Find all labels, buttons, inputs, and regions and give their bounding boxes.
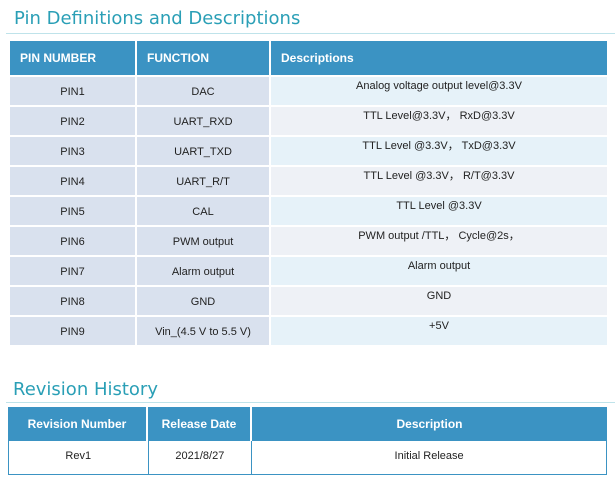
revision-section-divider (6, 402, 615, 403)
pin-cell: PIN4 (10, 167, 137, 195)
header-description: Description (396, 417, 463, 431)
pin-cell: PIN7 (10, 257, 137, 285)
header-revision-number: Revision Number (8, 407, 148, 441)
function-cell: UART_RXD (137, 107, 271, 135)
function-cell: GND (137, 287, 271, 315)
table-row: PIN9 Vin_(4.5 V to 5.5 V) +5V (10, 317, 607, 345)
pin-cell: PIN3 (10, 137, 137, 165)
header-release-date: Release Date (148, 407, 252, 441)
function-cell: UART_R/T (137, 167, 271, 195)
table-row: PIN3 UART_TXD TTL Level @3.3V， TxD@3.3V (10, 137, 607, 165)
description-cell: PWM output /TTL， Cycle@2s， (271, 227, 607, 255)
table-row: PIN2 UART_RXD TTL Level@3.3V， RxD@3.3V (10, 107, 607, 135)
table-row: PIN1 DAC Analog voltage output level@3.3… (10, 77, 607, 105)
function-cell: PWM output (137, 227, 271, 255)
description-cell: TTL Level @3.3V (271, 197, 607, 225)
table-row: PIN5 CAL TTL Level @3.3V (10, 197, 607, 225)
pin-cell: PIN9 (10, 317, 137, 345)
description-cell: +5V (271, 317, 607, 345)
table-row: PIN4 UART_R/T TTL Level @3.3V， R/T@3.3V (10, 167, 607, 195)
function-cell: Alarm output (137, 257, 271, 285)
pin-cell: PIN8 (10, 287, 137, 315)
pin-cell: PIN2 (10, 107, 137, 135)
pin-table: PIN NUMBER FUNCTION Descriptions PIN1 DA… (10, 41, 607, 345)
function-cell: CAL (137, 197, 271, 225)
function-cell: UART_TXD (137, 137, 271, 165)
description-cell: TTL Level @3.3V， R/T@3.3V (271, 167, 607, 195)
pin-table-body: PIN1 DAC Analog voltage output level@3.3… (10, 77, 607, 345)
pin-cell: PIN6 (10, 227, 137, 255)
header-function: FUNCTION (137, 41, 271, 75)
header-descriptions: Descriptions (281, 51, 354, 65)
function-cell: Vin_(4.5 V to 5.5 V) (137, 317, 271, 345)
function-cell: DAC (137, 77, 271, 105)
header-pin-number: PIN NUMBER (10, 41, 137, 75)
pin-table-header: PIN NUMBER FUNCTION Descriptions (10, 41, 607, 75)
pin-section-title: Pin Definitions and Descriptions (14, 8, 301, 29)
pin-cell: PIN5 (10, 197, 137, 225)
pin-cell: PIN1 (10, 77, 137, 105)
description-cell: Alarm output (271, 257, 607, 285)
table-row: Rev1 2021/8/27 Initial Release (8, 441, 607, 475)
table-row: PIN6 PWM output PWM output /TTL， Cycle@2… (10, 227, 607, 255)
revision-section-title: Revision History (13, 379, 158, 400)
description-cell: Initial Release (252, 441, 606, 474)
description-cell: GND (271, 287, 607, 315)
description-cell: TTL Level @3.3V， TxD@3.3V (271, 137, 607, 165)
revision-cell: Rev1 (9, 441, 149, 474)
table-row: PIN7 Alarm output Alarm output (10, 257, 607, 285)
release-date-cell: 2021/8/27 (148, 441, 253, 474)
table-row: PIN8 GND GND (10, 287, 607, 315)
revision-table-header: Revision Number Release Date Description (8, 407, 607, 441)
pin-section-divider (6, 33, 615, 34)
revision-table: Revision Number Release Date Description… (8, 407, 607, 475)
description-cell: Analog voltage output level@3.3V (271, 77, 607, 105)
description-cell: TTL Level@3.3V， RxD@3.3V (271, 107, 607, 135)
